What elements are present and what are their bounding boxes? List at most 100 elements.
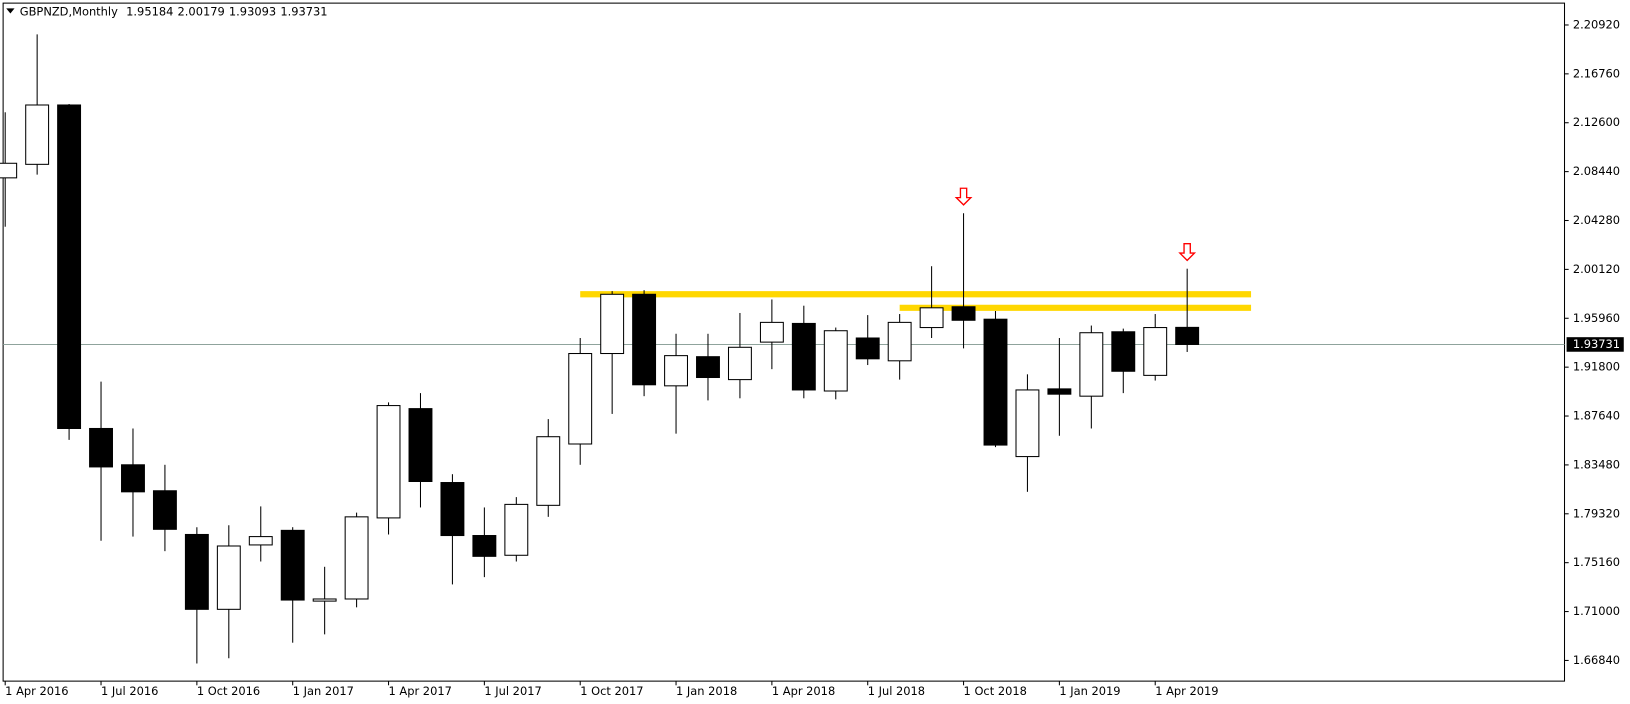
candle-body — [759, 321, 784, 343]
chart-header: GBPNZD,Monthly 1.95184 2.00179 1.93093 1.937… — [20, 4, 328, 18]
x-tick-label: 1 Apr 2018 — [772, 684, 835, 698]
candle-body — [89, 427, 113, 468]
candle — [89, 381, 113, 541]
x-tick-label: 1 Jul 2016 — [101, 684, 158, 698]
candle-body — [216, 545, 241, 610]
candle — [216, 525, 241, 659]
menu-triangle[interactable] — [6, 8, 15, 14]
candle — [57, 103, 82, 440]
x-tick-label: 1 Jan 2019 — [1059, 684, 1120, 698]
candle-body — [791, 322, 816, 391]
candle-body — [1047, 388, 1072, 395]
candle-body — [664, 355, 688, 387]
candle-body — [408, 408, 433, 483]
x-tick-label: 1 Jan 2018 — [676, 684, 737, 698]
candle — [0, 112, 18, 227]
close-value: 1.93731 — [280, 4, 327, 18]
candle — [632, 290, 657, 397]
candle-body — [152, 490, 177, 530]
candle-body — [887, 321, 912, 362]
x-tick-label: 1 Apr 2019 — [1155, 684, 1218, 698]
candle — [504, 497, 529, 562]
candle — [440, 474, 465, 585]
candle — [919, 266, 944, 339]
candle-body — [727, 346, 752, 381]
candle-body — [1111, 331, 1136, 372]
candle — [312, 566, 337, 635]
candle — [472, 507, 497, 578]
candle-body — [344, 516, 369, 600]
candle — [1175, 268, 1200, 352]
candle-body — [1079, 332, 1104, 397]
candle-body — [951, 306, 976, 321]
candle — [248, 506, 273, 562]
candle — [280, 527, 305, 643]
down-arrow — [1178, 243, 1197, 262]
open-value: 1.95184 — [126, 4, 173, 18]
candle-body — [1015, 389, 1040, 458]
candle — [408, 393, 433, 508]
high-value: 2.00179 — [178, 4, 225, 18]
y-tick-label: 2.00120 — [1573, 262, 1620, 276]
candle-body — [696, 356, 720, 379]
candle-body — [568, 352, 593, 445]
candle — [568, 338, 593, 465]
candle — [1143, 314, 1168, 381]
candle-body — [121, 464, 145, 493]
candle-body — [855, 337, 880, 360]
x-tick-label: 1 Oct 2018 — [964, 684, 1027, 698]
candle — [855, 315, 880, 366]
candle — [152, 464, 177, 552]
candle-body — [1175, 326, 1200, 345]
y-tick-label: 1.91800 — [1573, 360, 1620, 374]
price-label: 1.93731 — [1573, 337, 1620, 351]
candle — [791, 305, 816, 399]
candle — [25, 34, 50, 175]
y-tick-label: 2.12600 — [1573, 115, 1620, 129]
candle-body — [184, 533, 209, 610]
candle-body — [823, 330, 848, 392]
y-tick-label: 2.20920 — [1573, 17, 1620, 31]
candle-body — [376, 405, 401, 519]
x-tick-label: 1 Apr 2016 — [5, 684, 68, 698]
candle — [1015, 374, 1040, 492]
y-tick-label: 2.04280 — [1573, 213, 1620, 227]
candle-body — [440, 482, 465, 537]
candle-body — [25, 104, 50, 165]
candle-body — [919, 307, 944, 329]
y-tick-label: 1.79320 — [1573, 506, 1620, 520]
y-tick-label: 2.16760 — [1573, 66, 1620, 80]
candle — [887, 314, 912, 380]
y-tick-label: 1.75160 — [1573, 555, 1620, 569]
candle-body — [632, 293, 657, 386]
x-tick-label: 1 Oct 2017 — [580, 684, 643, 698]
symbol: GBPNZD,Monthly — [20, 4, 118, 18]
candle-body — [600, 293, 625, 355]
candle-body — [983, 318, 1008, 446]
y-tick-label: 1.95960 — [1573, 311, 1620, 325]
candle — [376, 402, 401, 535]
candle — [727, 312, 752, 399]
candle — [983, 310, 1008, 448]
candle — [184, 527, 209, 664]
y-tick-label: 1.66840 — [1573, 653, 1620, 667]
candle — [951, 213, 976, 349]
candle — [823, 327, 848, 400]
candle — [696, 333, 720, 401]
y-tick-label: 1.87640 — [1573, 409, 1620, 423]
x-tick-label: 1 Apr 2017 — [389, 684, 452, 698]
x-tick-label: 1 Jul 2017 — [484, 684, 541, 698]
y-tick-label: 1.71000 — [1573, 604, 1620, 618]
x-tick-label: 1 Jul 2018 — [868, 684, 925, 698]
x-tick-label: 1 Oct 2016 — [197, 684, 260, 698]
candle — [121, 428, 145, 537]
candle — [759, 299, 784, 370]
candle-body — [280, 529, 305, 601]
candle-body — [57, 104, 82, 430]
candle-body — [1143, 327, 1168, 376]
candle — [664, 333, 688, 434]
y-tick-label: 1.83480 — [1573, 457, 1620, 471]
y-tick-label: 2.08440 — [1573, 164, 1620, 178]
